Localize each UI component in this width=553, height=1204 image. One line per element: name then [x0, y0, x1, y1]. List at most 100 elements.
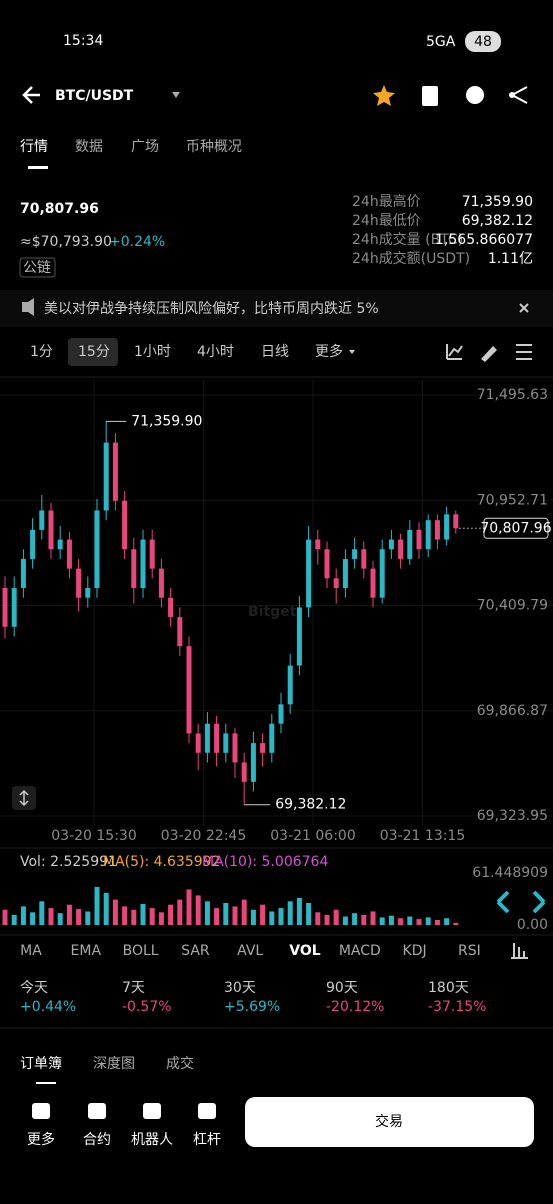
share-dot — [509, 92, 515, 98]
tab[interactable]: 广场 — [131, 139, 159, 155]
interval[interactable]: 更多 — [315, 343, 343, 360]
volume-bar — [287, 901, 293, 925]
perf-change: +5.69% — [224, 999, 280, 1015]
candle-body — [103, 442, 109, 511]
back-icon[interactable] — [22, 86, 40, 104]
news-bar — [0, 290, 553, 327]
indicator-tab[interactable]: SAR — [181, 943, 210, 959]
candle-body — [287, 665, 293, 705]
book-tab[interactable]: 订单簿 — [20, 1056, 62, 1072]
volume-bar — [30, 912, 36, 925]
expand-icon — [19, 789, 29, 807]
action-label[interactable]: 杠杆 — [193, 1132, 221, 1148]
interval[interactable]: 1小时 — [134, 344, 171, 360]
perf-period: 今天 — [20, 980, 48, 996]
volume-bar — [434, 919, 440, 925]
y-tick-label: 69,866.87 — [477, 703, 548, 719]
interval[interactable]: 日线 — [261, 344, 289, 360]
stat-label: 24h成交额(USDT) — [352, 250, 470, 267]
action-label[interactable]: 合约 — [83, 1132, 111, 1148]
volume-bar — [333, 909, 339, 925]
candle-body — [370, 568, 376, 598]
trade-label[interactable]: 交易 — [375, 1113, 403, 1130]
tab[interactable]: 行情 — [20, 139, 48, 155]
candle-body — [250, 743, 256, 782]
vol-tick-label: 61.448909 — [472, 865, 548, 881]
book-underline — [36, 1082, 56, 1084]
interval-selected — [68, 338, 118, 366]
volume-bar — [223, 902, 229, 925]
indicator-tab[interactable]: MA — [20, 943, 42, 959]
vol-label: Vol: 2.525991 — [20, 854, 117, 870]
volume-bar — [260, 904, 266, 925]
indicator-tab[interactable]: VOL — [289, 943, 320, 959]
indicator-icon[interactable] — [511, 943, 528, 959]
action-icon[interactable] — [88, 1103, 106, 1119]
notes-icon[interactable] — [422, 86, 438, 106]
candle-body — [177, 617, 183, 647]
volume-bar — [177, 899, 183, 925]
candle-body — [361, 549, 367, 569]
volume-bar — [416, 919, 422, 925]
volume-bar — [444, 918, 450, 925]
volume-bar — [352, 913, 358, 925]
candle-body — [39, 510, 45, 530]
indicator-tab[interactable]: KDJ — [403, 943, 427, 959]
chart-type-icon[interactable] — [446, 344, 463, 360]
candle-body — [149, 539, 155, 569]
candle-body — [241, 762, 247, 782]
candle-body — [11, 588, 17, 627]
draw-icon[interactable] — [481, 346, 497, 362]
indicator-tab[interactable]: AVL — [237, 943, 263, 959]
close-icon[interactable] — [519, 303, 529, 313]
action-icon[interactable] — [198, 1103, 216, 1119]
candle-body — [186, 646, 192, 734]
interval[interactable]: 15分 — [78, 344, 110, 360]
candle-body — [269, 723, 275, 753]
volume-bar — [306, 902, 312, 925]
interval[interactable]: 1分 — [30, 344, 53, 360]
volume-bar — [76, 908, 82, 925]
volume-bar — [324, 914, 330, 925]
settings-icon[interactable] — [516, 344, 532, 360]
candle-body — [204, 723, 210, 753]
news-text[interactable]: 美以对伊战争持续压制风险偏好，比特币周内跌近 5% — [44, 300, 379, 317]
candle-body — [140, 539, 146, 589]
action-icon[interactable] — [143, 1103, 161, 1119]
volume-bar — [85, 911, 91, 925]
candle-body — [76, 568, 82, 598]
tab[interactable]: 币种概况 — [186, 139, 242, 155]
indicator-tab[interactable]: MACD — [339, 943, 381, 959]
dropdown-icon[interactable] — [172, 92, 180, 98]
volume-bar — [195, 895, 201, 925]
pair-title[interactable]: BTC/USDT — [55, 88, 134, 104]
interval[interactable]: 4小时 — [197, 344, 234, 360]
action-label[interactable]: 更多 — [27, 1131, 55, 1148]
action-label[interactable]: 机器人 — [131, 1132, 173, 1148]
book-tab[interactable]: 成交 — [166, 1055, 194, 1072]
low-label: 69,382.12 — [275, 797, 346, 813]
bot-icon[interactable] — [466, 86, 484, 104]
candle-body — [379, 549, 385, 598]
indicator-tab[interactable]: BOLL — [123, 943, 159, 959]
volume-bar — [2, 909, 8, 925]
y-tick-label: 70,409.79 — [477, 598, 548, 614]
volume-bar — [379, 917, 385, 925]
perf-change: -20.12% — [326, 999, 384, 1015]
indicator-tab[interactable]: RSI — [458, 943, 481, 959]
volume-bar — [232, 906, 238, 925]
candle-body — [195, 733, 201, 753]
tab[interactable]: 数据 — [75, 139, 103, 155]
speaker-icon — [22, 298, 34, 316]
perf-period: 90天 — [326, 980, 358, 996]
perf-change: +0.44% — [20, 999, 76, 1015]
candle-body — [168, 597, 174, 618]
indicator-tab[interactable]: EMA — [71, 943, 102, 959]
candle-body — [66, 539, 72, 569]
volume-bar — [66, 904, 72, 925]
book-tab[interactable]: 深度图 — [93, 1056, 135, 1072]
volume-bar — [11, 914, 17, 925]
star-icon[interactable] — [373, 85, 395, 106]
trade-button[interactable] — [245, 1097, 534, 1147]
action-icon[interactable] — [32, 1103, 50, 1119]
